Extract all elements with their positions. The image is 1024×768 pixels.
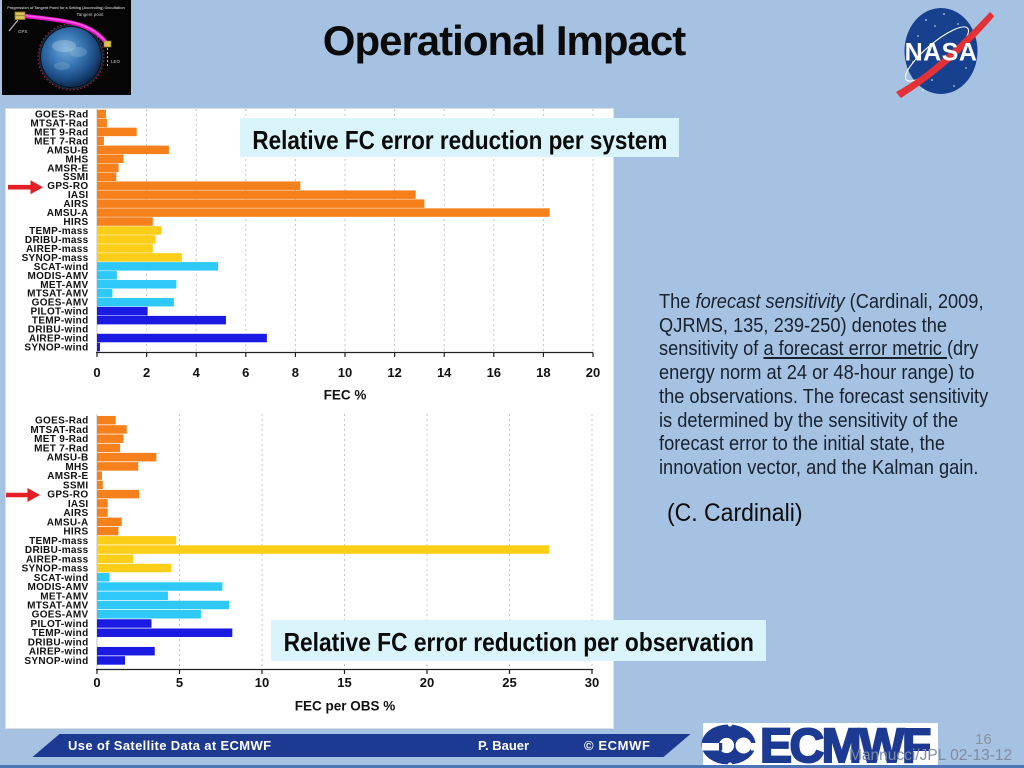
svg-text:FEC per OBS %: FEC per OBS % (295, 699, 396, 714)
svg-text:10: 10 (338, 365, 352, 380)
svg-text:AMSR-E: AMSR-E (47, 471, 88, 482)
svg-text:HIRS: HIRS (63, 217, 88, 228)
svg-text:MTSAT-Rad: MTSAT-Rad (30, 425, 88, 436)
svg-text:AMSR-E: AMSR-E (47, 163, 88, 174)
svg-text:SSMI: SSMI (63, 480, 89, 491)
svg-text:0: 0 (93, 365, 100, 380)
svg-text:MHS: MHS (65, 462, 88, 473)
svg-text:MTSAT-AMV: MTSAT-AMV (27, 601, 88, 612)
svg-text:8: 8 (292, 365, 299, 380)
svg-text:SYNOP-wind: SYNOP-wind (24, 343, 88, 354)
svg-text:GPS-RO: GPS-RO (47, 181, 88, 192)
svg-text:GPS-RO: GPS-RO (47, 490, 88, 501)
svg-text:GOES-AMV: GOES-AMV (32, 298, 89, 309)
svg-text:MET-AMV: MET-AMV (40, 591, 88, 602)
svg-text:14: 14 (437, 365, 452, 380)
svg-text:GOES-Rad: GOES-Rad (35, 416, 89, 427)
svg-text:SCAT-wind: SCAT-wind (34, 262, 89, 273)
svg-text:SYNOP-wind: SYNOP-wind (24, 656, 88, 667)
svg-text:20: 20 (586, 365, 600, 380)
svg-text:HIRS: HIRS (63, 527, 88, 538)
svg-text:MET 9-Rad: MET 9-Rad (34, 127, 88, 138)
svg-text:AIREP-mass: AIREP-mass (26, 554, 89, 565)
svg-text:SCAT-wind: SCAT-wind (34, 573, 89, 584)
svg-text:MHS: MHS (65, 154, 88, 165)
svg-text:GPS: GPS (18, 29, 28, 34)
svg-text:GOES-AMV: GOES-AMV (32, 610, 89, 621)
svg-text:6: 6 (242, 365, 249, 380)
svg-text:AMSU-A: AMSU-A (47, 208, 89, 219)
svg-text:25: 25 (502, 675, 516, 690)
svg-text:GOES-Rad: GOES-Rad (35, 110, 89, 121)
svg-text:SYNOP-mass: SYNOP-mass (22, 253, 89, 264)
svg-text:TEMP-mass: TEMP-mass (29, 536, 89, 547)
svg-text:FEC %: FEC % (324, 388, 367, 403)
svg-text:MET 9-Rad: MET 9-Rad (34, 434, 88, 445)
svg-text:PILOT-wind: PILOT-wind (31, 619, 89, 630)
svg-text:AMSU-A: AMSU-A (47, 517, 89, 528)
svg-text:Progression of Tangent Point f: Progression of Tangent Point for a Setti… (7, 6, 125, 10)
svg-text:AIREP-wind: AIREP-wind (29, 647, 89, 658)
svg-text:2: 2 (143, 365, 150, 380)
svg-text:ECMWF: ECMWF (760, 720, 930, 768)
svg-text:IASI: IASI (68, 499, 89, 510)
svg-text:AMSU-B: AMSU-B (47, 453, 89, 464)
svg-text:LEO: LEO (111, 59, 121, 64)
svg-text:PILOT-wind: PILOT-wind (31, 307, 89, 318)
svg-text:4: 4 (193, 365, 201, 380)
svg-text:MODIS-AMV: MODIS-AMV (27, 271, 88, 282)
svg-text:AMSU-B: AMSU-B (47, 145, 89, 156)
svg-text:TEMP-wind: TEMP-wind (32, 316, 89, 327)
svg-text:DRIBU-wind: DRIBU-wind (28, 325, 89, 336)
svg-text:DRIBU-mass: DRIBU-mass (25, 545, 89, 556)
svg-text:MET-AMV: MET-AMV (40, 280, 88, 291)
svg-text:Tangent point: Tangent point (76, 12, 104, 17)
svg-text:15: 15 (337, 675, 351, 690)
svg-text:MET 7-Rad: MET 7-Rad (34, 136, 88, 147)
svg-text:TEMP-wind: TEMP-wind (32, 628, 89, 639)
svg-text:MODIS-AMV: MODIS-AMV (27, 582, 88, 593)
svg-text:TEMP-mass: TEMP-mass (29, 226, 89, 237)
svg-text:AIREP-wind: AIREP-wind (29, 334, 89, 345)
svg-text:NASA: NASA (905, 39, 978, 67)
svg-text:AIRS: AIRS (63, 508, 88, 519)
svg-text:0: 0 (93, 675, 100, 690)
svg-text:16: 16 (487, 365, 501, 380)
svg-text:30: 30 (585, 675, 599, 690)
svg-text:SYNOP-mass: SYNOP-mass (22, 564, 89, 575)
svg-text:MET 7-Rad: MET 7-Rad (34, 443, 88, 454)
svg-text:5: 5 (176, 675, 183, 690)
svg-text:MTSAT-Rad: MTSAT-Rad (30, 118, 88, 129)
svg-text:SSMI: SSMI (63, 172, 89, 183)
svg-text:12: 12 (387, 365, 401, 380)
svg-text:AIREP-mass: AIREP-mass (26, 244, 89, 255)
svg-text:DRIBU-mass: DRIBU-mass (25, 235, 89, 246)
svg-text:20: 20 (420, 675, 434, 690)
svg-text:DRIBU-wind: DRIBU-wind (28, 637, 89, 648)
svg-text:AIRS: AIRS (63, 199, 88, 210)
svg-text:18: 18 (536, 365, 550, 380)
svg-text:10: 10 (255, 675, 269, 690)
svg-text:IASI: IASI (68, 190, 89, 201)
svg-text:MTSAT-AMV: MTSAT-AMV (27, 289, 88, 300)
